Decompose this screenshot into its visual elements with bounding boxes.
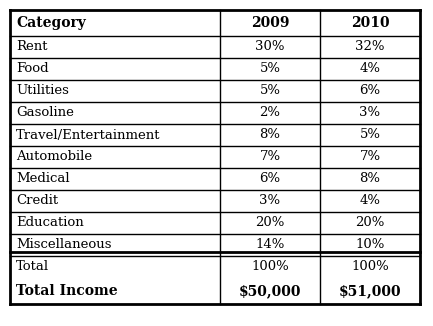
Text: 7%: 7% — [259, 151, 281, 164]
Text: 20%: 20% — [355, 216, 385, 230]
Text: Category: Category — [16, 16, 86, 30]
Text: 14%: 14% — [255, 239, 284, 251]
Text: 2%: 2% — [259, 107, 281, 120]
Text: 5%: 5% — [359, 128, 381, 141]
Text: Miscellaneous: Miscellaneous — [16, 239, 112, 251]
Text: Rent: Rent — [16, 40, 48, 53]
Text: 10%: 10% — [355, 239, 385, 251]
Text: Medical: Medical — [16, 172, 70, 185]
Text: 6%: 6% — [259, 172, 281, 185]
Text: 4%: 4% — [359, 195, 381, 208]
Text: Credit: Credit — [16, 195, 58, 208]
Text: Automobile: Automobile — [16, 151, 92, 164]
Text: 30%: 30% — [255, 40, 285, 53]
Text: 6%: 6% — [359, 84, 381, 97]
Text: Gasoline: Gasoline — [16, 107, 74, 120]
Text: $50,000: $50,000 — [239, 284, 301, 298]
Text: 7%: 7% — [359, 151, 381, 164]
Text: 3%: 3% — [259, 195, 281, 208]
Text: 5%: 5% — [259, 84, 281, 97]
Text: 5%: 5% — [259, 63, 281, 76]
Text: 4%: 4% — [359, 63, 381, 76]
Text: 2009: 2009 — [251, 16, 289, 30]
Text: 8%: 8% — [259, 128, 281, 141]
Text: Education: Education — [16, 216, 84, 230]
Text: Utilities: Utilities — [16, 84, 69, 97]
Text: 32%: 32% — [355, 40, 385, 53]
Text: 8%: 8% — [359, 172, 381, 185]
Text: 100%: 100% — [251, 260, 289, 274]
Text: Travel/Entertainment: Travel/Entertainment — [16, 128, 161, 141]
Text: Total: Total — [16, 260, 49, 274]
Text: 2010: 2010 — [351, 16, 389, 30]
Text: 20%: 20% — [255, 216, 284, 230]
Text: 100%: 100% — [351, 260, 389, 274]
Text: Food: Food — [16, 63, 48, 76]
Text: $51,000: $51,000 — [339, 284, 401, 298]
Text: 3%: 3% — [359, 107, 381, 120]
Text: Total Income: Total Income — [16, 284, 118, 298]
